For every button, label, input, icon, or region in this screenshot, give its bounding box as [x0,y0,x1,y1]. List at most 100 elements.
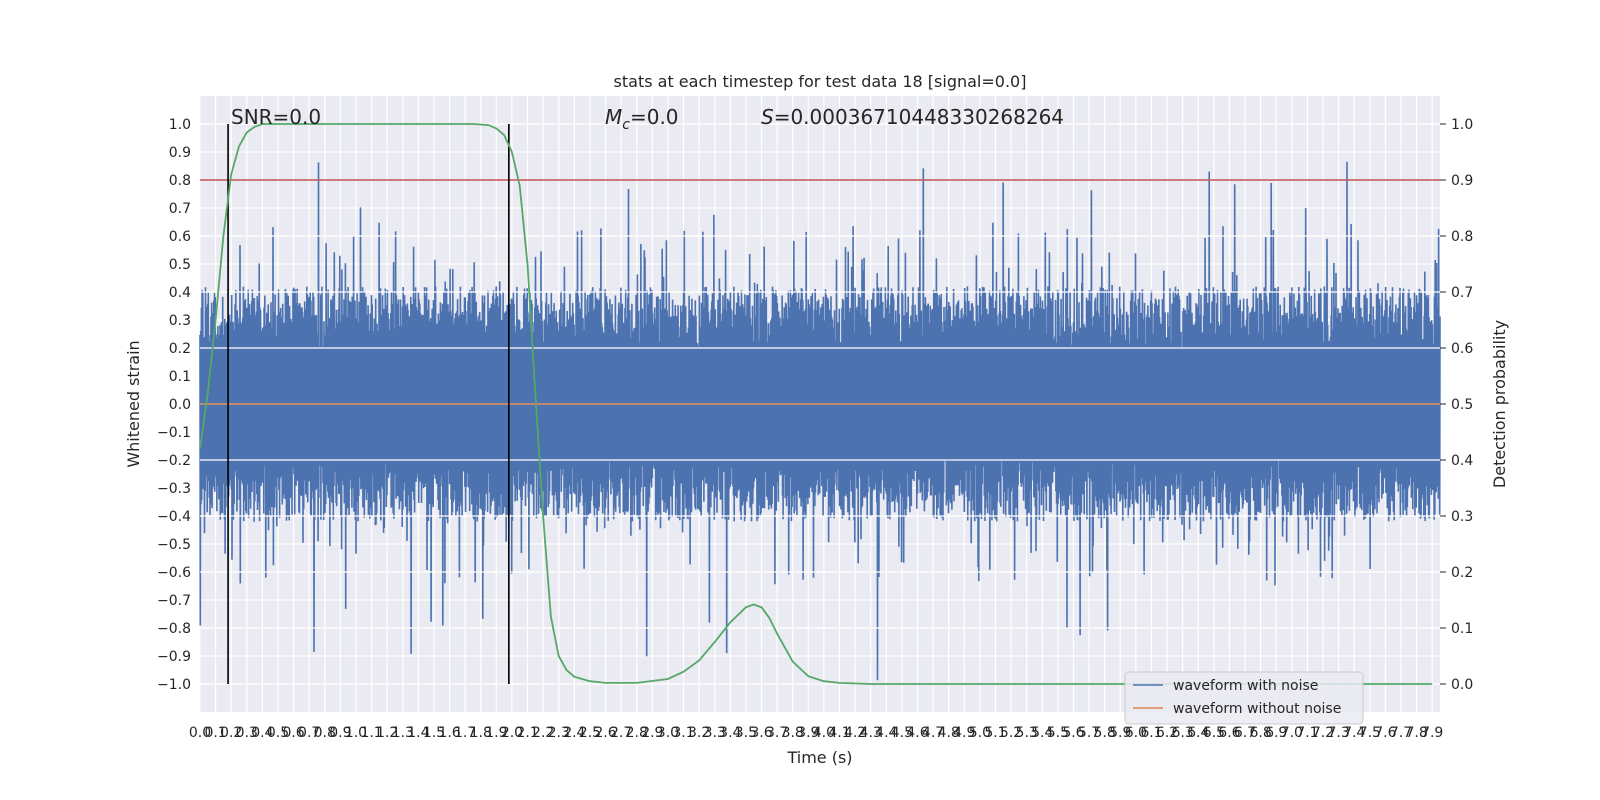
y2-tick-label: 0.5 [1451,397,1473,413]
y-tick-label: −0.7 [157,593,191,609]
x-tick-label: 0.8 [314,725,336,741]
series-waveform-with-noise [199,161,1441,681]
x-tick-label: 1.5 [423,725,445,741]
x-tick-label: 2.5 [579,725,601,741]
s-symbol: S [761,105,774,129]
y-tick-label: −0.6 [157,565,191,581]
vertical-markers [227,124,510,684]
x-tick-label: 5.0 [969,725,991,741]
x-tick-label: 6.0 [1125,725,1147,741]
chirp-mass-subscript: c [622,117,630,133]
y2-tick-label: 0.9 [1451,173,1473,189]
x-tick-label: 5.2 [1000,725,1022,741]
x-tick-label: 5.4 [1031,725,1053,741]
x-tick-label: 3.1 [672,725,694,741]
x-tick-label: 0.0 [189,725,211,741]
x-tick-label: 1.7 [454,725,476,741]
x-tick-label: 4.4 [875,725,897,741]
x-tick-label: 6.1 [1140,725,1162,741]
x-tick-label: 7.4 [1343,725,1365,741]
x-tick-label: 2.2 [532,725,554,741]
x-tick-label: 2.4 [563,725,585,741]
y-tick-label: −0.8 [157,621,191,637]
x-tick-label: 7.2 [1312,725,1334,741]
x-tick-label: 0.3 [236,725,258,741]
x-tick-label: 1.4 [407,725,429,741]
y-tick-label: 1.0 [169,117,191,133]
x-tick-label: 1.6 [438,725,460,741]
x-tick-label: 3.6 [750,725,772,741]
chart-title: stats at each timestep for test data 18 … [614,72,1027,91]
x-tick-label: 7.6 [1374,725,1396,741]
s-value: =0.00036710448330268264 [774,105,1064,129]
y2-tick-label: 0.1 [1451,621,1473,637]
x-tick-label: 7.8 [1405,725,1427,741]
x-tick-label: 1.1 [360,725,382,741]
x-tick-label: 0.5 [267,725,289,741]
x-tick-label: 3.0 [657,725,679,741]
y2-axis-label: Detection probability [1490,320,1509,488]
x-tick-label: 0.6 [282,725,304,741]
x-tick-label: 4.9 [953,725,975,741]
x-axis-label: Time (s) [786,748,852,767]
x-tick-label: 5.5 [1047,725,1069,741]
x-tick-label: 7.1 [1296,725,1318,741]
y-tick-label: 0.7 [169,201,191,217]
y2-tick-label: 0.6 [1451,341,1473,357]
x-tick-label: 1.2 [376,725,398,741]
y-axis-right-ticks: 1.0 0.9 0.8 0.7 0.6 0.5 0.4 0.3 0.2 0.1 0.0 [1440,117,1473,693]
legend-box [1124,671,1364,725]
x-tick-label: 6.5 [1203,725,1225,741]
x-tick-label: 2.7 [610,725,632,741]
y2-tick-label: 0.2 [1451,565,1473,581]
x-tick-label: 0.2 [220,725,242,741]
x-tick-label: 1.9 [485,725,507,741]
x-tick-label: 7.9 [1421,725,1443,741]
snr-annotation: SNR=0.0 [231,105,321,129]
y-tick-label: −0.2 [157,453,191,469]
chirp-mass-symbol: M [605,105,622,129]
y-tick-label: 0.2 [169,341,191,357]
y-tick-label: 0.4 [169,285,191,301]
y-tick-label: −0.3 [157,481,191,497]
y2-tick-label: 0.0 [1451,677,1473,693]
x-tick-label: 2.6 [594,725,616,741]
legend: waveform with noise waveform without noi… [1124,671,1364,725]
x-tick-label: 4.5 [891,725,913,741]
y-tick-label: −0.9 [157,649,191,665]
x-tick-label: 5.6 [1062,725,1084,741]
y-tick-label: −1.0 [157,677,191,693]
x-tick-label: 5.1 [984,725,1006,741]
x-axis-ticks: 0.00.10.20.30.40.50.60.70.80.91.01.11.21… [189,725,1443,741]
x-tick-label: 0.7 [298,725,320,741]
x-tick-label: 4.1 [828,725,850,741]
y-axis-left-ticks: 1.0 0.9 0.8 0.7 0.6 0.5 0.4 0.3 0.2 0.1 0.0 −0.1 −0.… [157,117,191,693]
y-tick-label: 0.6 [169,229,191,245]
x-tick-label: 5.7 [1078,725,1100,741]
x-tick-label: 6.9 [1265,725,1287,741]
y-tick-label: 0.8 [169,173,191,189]
x-tick-label: 3.5 [735,725,757,741]
x-tick-label: 6.8 [1249,725,1271,741]
y2-tick-label: 0.8 [1451,229,1473,245]
y-axis-label: Whitened strain [124,340,143,467]
y-tick-label: 0.0 [169,397,191,413]
x-tick-label: 1.0 [345,725,367,741]
x-tick-label: 0.1 [204,725,226,741]
x-tick-label: 7.5 [1359,725,1381,741]
s-annotation: S=0.00036710448330268264 [761,105,1064,129]
x-tick-label: 3.7 [766,725,788,741]
x-tick-label: 3.8 [782,725,804,741]
y-tick-label: 0.1 [169,369,191,385]
x-tick-label: 2.8 [626,725,648,741]
x-tick-label: 4.7 [922,725,944,741]
y2-tick-label: 0.7 [1451,285,1473,301]
x-tick-label: 5.8 [1094,725,1116,741]
x-tick-label: 4.2 [844,725,866,741]
x-tick-label: 0.4 [251,725,273,741]
x-tick-label: 6.4 [1187,725,1209,741]
y-tick-label: −0.4 [157,509,191,525]
x-tick-label: 6.2 [1156,725,1178,741]
x-tick-label: 4.0 [813,725,835,741]
